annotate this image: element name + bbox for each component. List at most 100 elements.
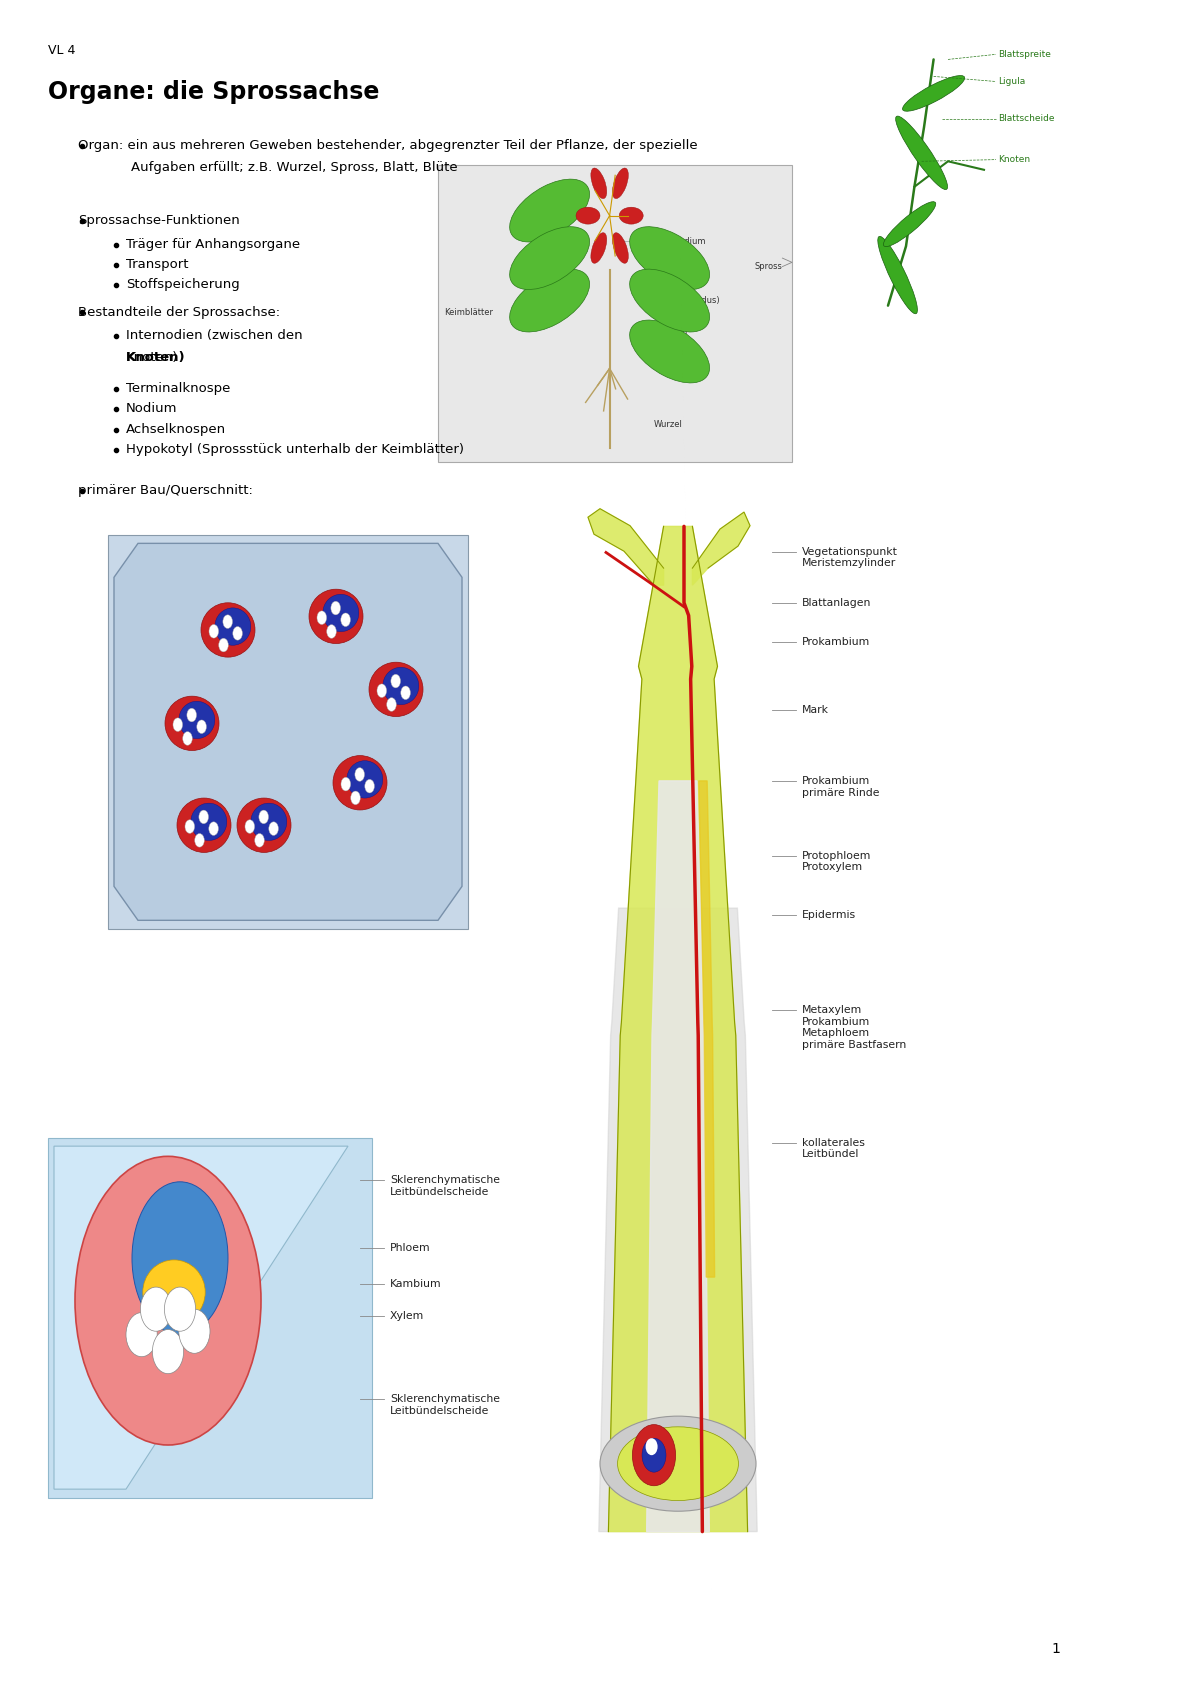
Circle shape (152, 1330, 184, 1374)
Text: Kambium: Kambium (390, 1279, 442, 1289)
Text: Internodium: Internodium (654, 236, 706, 246)
Ellipse shape (334, 756, 386, 810)
Circle shape (341, 778, 350, 791)
Text: VL 4: VL 4 (48, 44, 76, 58)
Text: Xylem: Xylem (390, 1311, 425, 1321)
Circle shape (218, 638, 228, 652)
Text: Blattspreite: Blattspreite (998, 49, 1051, 59)
Circle shape (209, 822, 218, 835)
Ellipse shape (323, 594, 359, 632)
Text: Organ: ein aus mehreren Geweben bestehender, abgegrenzter Teil der Pflanze, der : Organ: ein aus mehreren Geweben bestehen… (78, 139, 697, 153)
Circle shape (317, 611, 326, 625)
Text: Transport: Transport (126, 258, 188, 272)
Circle shape (269, 822, 278, 835)
Ellipse shape (215, 608, 251, 645)
Circle shape (140, 1287, 172, 1331)
Circle shape (179, 1309, 210, 1353)
Text: Prokambium
primäre Rinde: Prokambium primäre Rinde (802, 776, 880, 798)
Text: Sklerenchymatische
Leitbündelscheide: Sklerenchymatische Leitbündelscheide (390, 1394, 500, 1416)
Circle shape (377, 684, 386, 698)
Ellipse shape (630, 270, 709, 331)
Ellipse shape (238, 798, 292, 852)
Ellipse shape (630, 228, 709, 289)
Text: Organe: die Sprossachse: Organe: die Sprossachse (48, 80, 379, 104)
Circle shape (173, 718, 182, 732)
Ellipse shape (612, 233, 629, 263)
Ellipse shape (143, 1260, 205, 1324)
Circle shape (365, 779, 374, 793)
Circle shape (331, 601, 341, 615)
Polygon shape (647, 781, 709, 1532)
Text: Achselknospen: Achselknospen (126, 423, 226, 436)
Text: Internodien (zwischen den: Internodien (zwischen den (126, 329, 302, 343)
Circle shape (233, 627, 242, 640)
Circle shape (350, 791, 360, 805)
Text: Ligula: Ligula (998, 76, 1026, 87)
Circle shape (209, 625, 218, 638)
Polygon shape (608, 526, 748, 1532)
Text: Sprossachse-Funktionen: Sprossachse-Funktionen (78, 214, 240, 228)
Ellipse shape (510, 270, 589, 331)
Ellipse shape (630, 321, 709, 382)
Bar (108, 535, 468, 929)
Text: Bestandteile der Sprossachse:: Bestandteile der Sprossachse: (78, 306, 280, 319)
Circle shape (646, 1438, 658, 1455)
Text: Knoten): Knoten) (126, 351, 179, 365)
Ellipse shape (895, 115, 948, 190)
Ellipse shape (347, 761, 383, 798)
Text: Sklerenchymatische
Leitbündelscheide: Sklerenchymatische Leitbündelscheide (390, 1175, 500, 1197)
Circle shape (391, 674, 401, 688)
Text: Epikotyl: Epikotyl (654, 326, 688, 336)
Circle shape (223, 615, 233, 628)
Ellipse shape (902, 75, 965, 112)
Circle shape (194, 834, 204, 847)
Polygon shape (698, 781, 715, 1277)
Ellipse shape (877, 236, 918, 314)
Ellipse shape (510, 228, 589, 289)
Ellipse shape (178, 798, 230, 852)
Ellipse shape (308, 589, 362, 644)
Circle shape (182, 732, 192, 745)
Polygon shape (588, 509, 664, 586)
Circle shape (185, 820, 194, 834)
Circle shape (326, 625, 336, 638)
Circle shape (259, 810, 269, 824)
Text: Hypokotyl (Sprossstück unterhalb der Keimblätter): Hypokotyl (Sprossstück unterhalb der Kei… (126, 443, 464, 457)
Bar (438, 165, 792, 462)
Text: Prokambium: Prokambium (802, 637, 870, 647)
Ellipse shape (370, 662, 422, 717)
Circle shape (245, 820, 254, 834)
Ellipse shape (619, 207, 643, 224)
Ellipse shape (883, 202, 936, 246)
Text: Spross: Spross (755, 261, 782, 272)
Circle shape (126, 1313, 157, 1357)
Circle shape (164, 1287, 196, 1331)
Text: Blattanlagen: Blattanlagen (802, 598, 871, 608)
Text: primärer Bau/Querschnitt:: primärer Bau/Querschnitt: (78, 484, 253, 498)
Ellipse shape (251, 803, 287, 841)
Text: Knoten: Knoten (998, 155, 1031, 165)
Polygon shape (599, 908, 757, 1532)
Ellipse shape (76, 1156, 262, 1445)
Ellipse shape (590, 233, 607, 263)
Bar (48, 1138, 372, 1498)
Circle shape (199, 810, 209, 824)
Polygon shape (692, 513, 750, 586)
Ellipse shape (179, 701, 215, 739)
Ellipse shape (191, 803, 227, 841)
Text: kollaterales
Leitbündel: kollaterales Leitbündel (802, 1138, 864, 1160)
Circle shape (401, 686, 410, 700)
Ellipse shape (202, 603, 256, 657)
Polygon shape (54, 1146, 348, 1489)
Text: Vegetationspunkt
Meristemzylinder: Vegetationspunkt Meristemzylinder (802, 547, 898, 569)
Text: Wurzel: Wurzel (654, 419, 683, 430)
Ellipse shape (510, 180, 589, 241)
Text: Epidermis: Epidermis (802, 910, 856, 920)
Circle shape (386, 698, 396, 711)
Ellipse shape (164, 696, 218, 751)
Text: Nodium: Nodium (126, 402, 178, 416)
Text: Phloem: Phloem (390, 1243, 431, 1253)
Text: 1: 1 (1051, 1642, 1061, 1656)
Ellipse shape (600, 1416, 756, 1511)
Ellipse shape (383, 667, 419, 705)
